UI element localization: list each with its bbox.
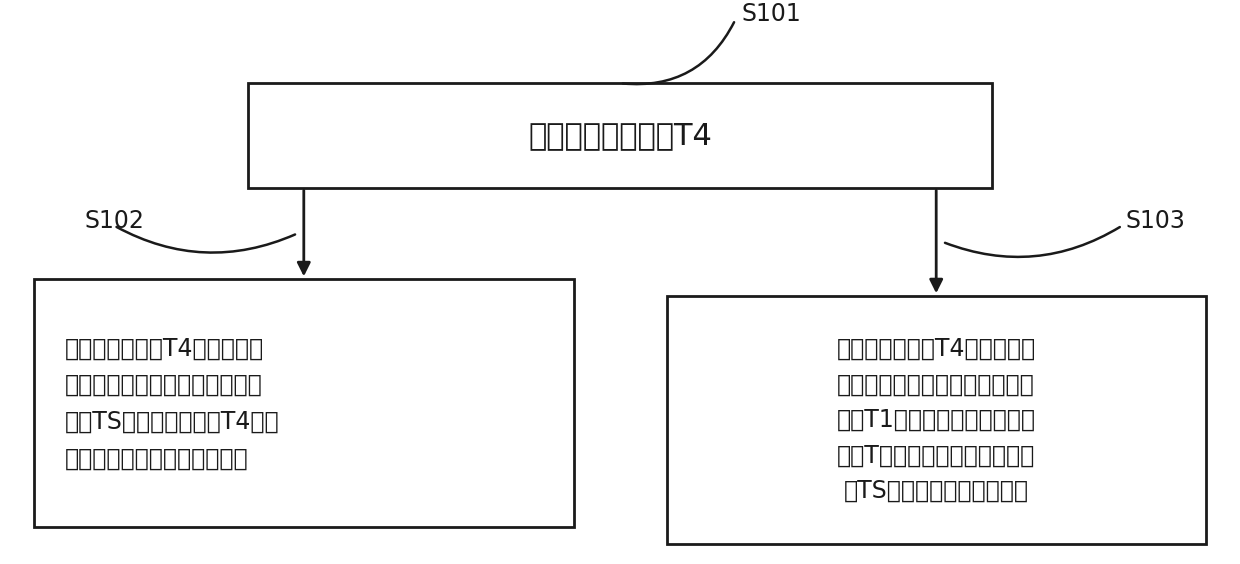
Text: 设定温度阈值时，根据室内环境: 设定温度阈值时，根据室内环境 bbox=[837, 373, 1035, 396]
Bar bbox=[667, 296, 1205, 544]
Text: S102: S102 bbox=[84, 209, 144, 233]
Text: S103: S103 bbox=[1126, 209, 1185, 233]
Bar bbox=[33, 279, 574, 527]
Bar bbox=[248, 83, 992, 187]
Text: 当室外环境温度T4大于或等于: 当室外环境温度T4大于或等于 bbox=[837, 337, 1035, 361]
Text: 温度T平台和用户设定的室内温: 温度T平台和用户设定的室内温 bbox=[837, 444, 1035, 468]
Text: S101: S101 bbox=[742, 2, 801, 26]
Text: 度差值对空调器进行降温控制: 度差值对空调器进行降温控制 bbox=[64, 446, 249, 470]
Text: 温度TS与室外环境温度T4的温: 温度TS与室外环境温度T4的温 bbox=[64, 409, 280, 434]
Text: 度TS对空调器进行降温控制: 度TS对空调器进行降温控制 bbox=[843, 479, 1029, 503]
Text: 温度T1、设定的缓冲降温平台: 温度T1、设定的缓冲降温平台 bbox=[837, 408, 1035, 432]
Text: 度阈值时，根据用户设定的室内: 度阈值时，根据用户设定的室内 bbox=[64, 373, 263, 397]
Text: 检测室外环境温度T4: 检测室外环境温度T4 bbox=[528, 121, 712, 150]
Text: 当室外环境温度T4小于设定温: 当室外环境温度T4小于设定温 bbox=[64, 336, 264, 360]
